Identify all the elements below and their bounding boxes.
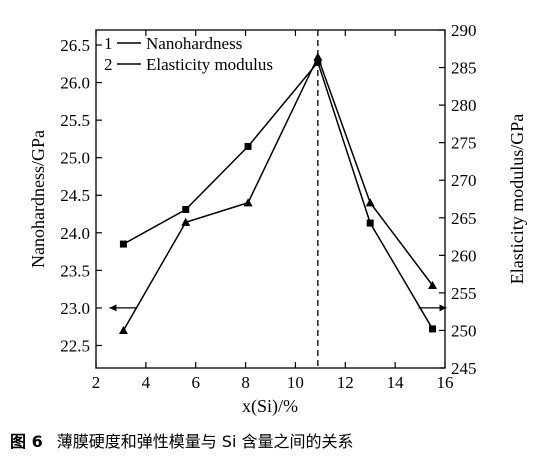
legend-number-1: 1: [104, 34, 113, 53]
y-left-tick-label: 26.0: [60, 74, 90, 93]
y-right-tick-label: 245: [451, 359, 477, 378]
series-line-elasticity-modulus: [122, 55, 434, 331]
x-tick-label: 8: [241, 373, 250, 392]
axis-arrow-head-right-axis: [439, 304, 447, 312]
legend-label-elasticity-modulus: Elasticity modulus: [146, 55, 273, 74]
y-left-tick-label: 23.5: [60, 261, 90, 280]
legend-label-nanohardness: Nanohardness: [146, 34, 242, 53]
legend-number-2: 2: [104, 55, 113, 74]
y-left-tick-label: 22.5: [60, 336, 90, 355]
y-left-tick-label: 25.0: [60, 149, 90, 168]
data-point-elasticity-modulus: [118, 325, 128, 335]
data-point-elasticity-modulus: [428, 280, 438, 289]
chart: 2 4 6 8 10 12 14 1622.523.023.524.024.525.025.5…: [28, 21, 527, 417]
data-point-nanohardness: [244, 142, 252, 150]
x-tick-label: 14: [387, 373, 405, 392]
y-right-tick-label: 290: [451, 21, 477, 40]
series-line-nanohardness: [123, 60, 434, 330]
y-axis-label-right: Elasticity modulus/GPa: [507, 114, 527, 285]
x-axis-label: x(Si)/%: [242, 396, 298, 417]
data-point-nanohardness: [314, 58, 322, 66]
x-tick-label: 16: [437, 373, 454, 392]
x-tick-label: 6: [191, 373, 200, 392]
y-left-tick-label: 24.0: [60, 224, 90, 243]
x-tick-label: 4: [142, 373, 151, 392]
y-left-tick-label: 25.5: [60, 111, 90, 130]
figure-caption: 图 6 薄膜硬度和弹性模量与 Si 含量之间的关系: [10, 428, 354, 452]
y-left-tick-label: 24.5: [60, 186, 90, 205]
y-right-tick-label: 255: [451, 284, 477, 303]
y-axis-label-left: Nanohardness/GPa: [28, 130, 48, 268]
y-right-tick-label: 250: [451, 321, 477, 340]
y-right-tick-label: 260: [451, 246, 477, 265]
data-point-nanohardness: [366, 219, 374, 227]
x-tick-label: 10: [287, 373, 304, 392]
data-point-elasticity-modulus: [243, 198, 253, 207]
data-point-elasticity-modulus: [313, 52, 323, 61]
figure-number: 图 6: [10, 432, 43, 451]
y-right-tick-label: 265: [451, 209, 477, 228]
x-tick-label: 2: [92, 373, 101, 392]
data-point-elasticity-modulus: [365, 198, 375, 207]
data-point-elasticity-modulus: [181, 217, 191, 226]
y-right-tick-label: 285: [451, 59, 477, 78]
x-tick-label: 12: [337, 373, 354, 392]
data-point-nanohardness: [182, 206, 190, 214]
figure-caption-text: 薄膜硬度和弹性模量与 Si 含量之间的关系: [56, 432, 354, 451]
y-right-tick-label: 280: [451, 96, 477, 115]
data-point-nanohardness: [119, 240, 127, 248]
plot-frame: [95, 29, 446, 369]
y-left-tick-label: 23.0: [60, 299, 90, 318]
y-left-tick-label: 26.5: [60, 36, 90, 55]
y-right-tick-label: 275: [451, 134, 477, 153]
axis-arrow-head-left-axis: [109, 304, 117, 312]
data-point-nanohardness: [429, 325, 437, 333]
legend: 1 Nanohardness 2 Elasticity modulus: [104, 34, 273, 74]
y-right-tick-label: 270: [451, 171, 477, 190]
